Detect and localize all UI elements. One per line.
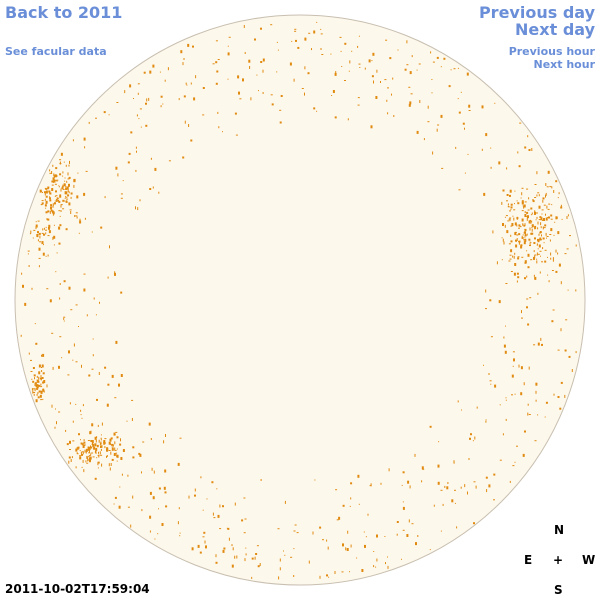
next-hour-link[interactable]: Next hour [533,58,596,71]
observation-timestamp: 2011-10-02T17:59:04 [5,582,150,596]
back-to-year-link[interactable]: Back to 2011 [5,3,123,22]
next-day-link[interactable]: Next day [515,20,595,39]
compass-north-label: N [554,523,565,537]
previous-day-link[interactable]: Previous day [478,3,595,22]
compass-center-label: + [553,553,564,567]
see-facular-data-link[interactable]: See facular data [5,45,107,58]
compass-south-label: S [554,583,563,597]
previous-hour-link[interactable]: Previous hour [508,45,595,58]
faculae-layer [20,21,577,580]
solar-disk [14,14,586,586]
compass-west-label: W [582,553,596,567]
compass-east-label: E [524,553,533,567]
